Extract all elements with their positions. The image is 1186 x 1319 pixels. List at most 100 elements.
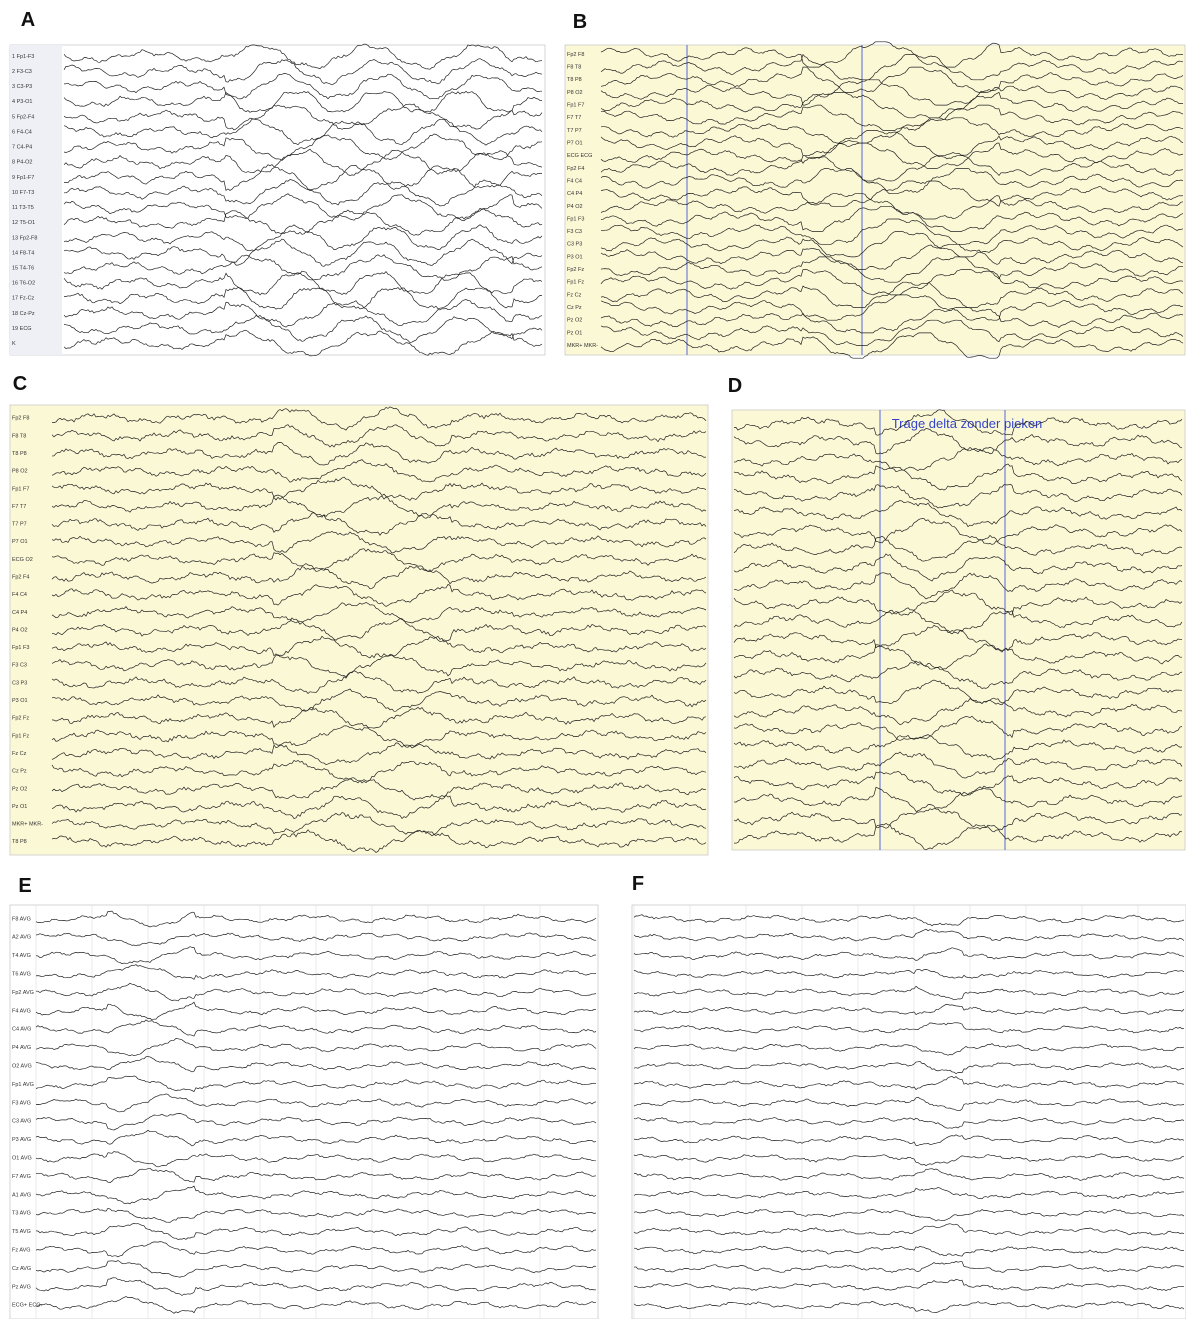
- channel-label: Fp2 F4: [567, 166, 584, 172]
- channel-label: C3 P3: [12, 680, 27, 686]
- channel-label: Fp2 F4: [12, 575, 29, 581]
- channel-label: P4 O2: [12, 627, 28, 633]
- channel-label: P7 O1: [12, 539, 28, 545]
- channel-label: 1 Fp1-F3: [12, 54, 34, 60]
- channel-label: F4 C4: [12, 592, 27, 598]
- channel-label: A2 AVG: [12, 935, 31, 941]
- figure: A1 Fp1-F32 F3-C33 C3-P34 P3-O15 Fp2-F46 …: [0, 0, 1186, 1319]
- channel-label: F3 AVG: [12, 1100, 31, 1106]
- channel-label: MKR+ MKR-: [567, 343, 598, 349]
- panel-label: E: [18, 875, 31, 897]
- channel-label: 17 Fz-Cz: [12, 296, 35, 302]
- channel-label: F7 T7: [567, 115, 581, 121]
- channel-label: Pz O2: [567, 318, 582, 324]
- channel-label: Fp1 F3: [12, 645, 29, 651]
- panel-label: D: [728, 375, 742, 397]
- channel-label: MKR+ MKR-: [12, 822, 43, 828]
- channel-label: A1 AVG: [12, 1192, 31, 1198]
- channel-label: Cz Pz: [567, 305, 582, 311]
- channel-label: T7 P7: [567, 128, 582, 134]
- channel-label: F8 T8: [12, 433, 26, 439]
- channel-label: Fp1 F7: [12, 486, 29, 492]
- channel-label: F8 T8: [567, 65, 581, 71]
- channel-label: F7 T7: [12, 504, 26, 510]
- channel-label: F7 AVG: [12, 1174, 31, 1180]
- channel-label: 19 ECG: [12, 326, 32, 332]
- channel-column: [10, 45, 62, 355]
- panel-label: A: [21, 9, 35, 31]
- channel-label: 6 F4-C4: [12, 129, 32, 135]
- channel-label: Fp1 Fz: [567, 280, 584, 286]
- channel-label: Fp2 Fz: [12, 716, 29, 722]
- channel-label: Fp1 F7: [567, 103, 584, 109]
- channel-label: 11 T3-T5: [12, 205, 34, 211]
- channel-label: O1 AVG: [12, 1155, 32, 1161]
- channel-label: T4 AVG: [12, 953, 31, 959]
- channel-label: ECG ECG: [567, 153, 592, 159]
- channel-label: P3 O1: [12, 698, 28, 704]
- channel-label: Pz O1: [567, 330, 582, 336]
- channel-label: P4 O2: [567, 204, 583, 210]
- channel-label: P7 O1: [567, 141, 583, 147]
- channel-label: 13 Fp2-F8: [12, 235, 37, 241]
- channel-label: P8 O2: [567, 90, 583, 96]
- channel-label: 8 P4-O2: [12, 160, 32, 166]
- channel-label: 15 T4-T6: [12, 266, 34, 272]
- panel: F: [632, 873, 1186, 1319]
- channel-label: Fp1 Fz: [12, 733, 29, 739]
- panel: B Fp2 F8 F8 T8 T8 P8 P8 O2 Fp1 F7 F7 T7 T7 P7 P7…: [565, 11, 1185, 358]
- channel-label: F3 C3: [567, 229, 582, 235]
- panel: D Trage delta zonder pieken: [728, 375, 1185, 850]
- channel-label: C4 AVG: [12, 1027, 31, 1033]
- channel-label: Pz AVG: [12, 1284, 31, 1290]
- channel-label: 12 T5-O1: [12, 220, 35, 226]
- channel-label: 4 P3-O1: [12, 99, 32, 105]
- channel-label: T8 P8: [12, 839, 27, 845]
- panel: C Fp2 F8 F8 T8 T8 P8 P8 O2 Fp1 F7 F7 T7 T7 P7 P7…: [10, 373, 708, 855]
- channel-label: C4 P4: [567, 191, 582, 197]
- channel-label: F4 AVG: [12, 1008, 31, 1014]
- channel-label: T5 AVG: [12, 1229, 31, 1235]
- channel-label: Fp2 F8: [12, 416, 29, 422]
- channel-label: 16 T6-O2: [12, 281, 35, 287]
- channel-label: Pz O1: [12, 804, 27, 810]
- channel-label: T8 P8: [12, 451, 27, 457]
- channel-label: Pz O2: [12, 786, 27, 792]
- channel-label: Cz AVG: [12, 1266, 31, 1272]
- channel-label: 7 C4-P4: [12, 145, 32, 151]
- channel-label: P3 O1: [567, 254, 583, 260]
- eeg-background: [10, 905, 598, 1319]
- channel-label: 5 Fp2-F4: [12, 114, 34, 120]
- channel-label: Cz Pz: [12, 769, 27, 775]
- channel-label: Fp2 Fz: [567, 267, 584, 273]
- channel-label: ECG O2: [12, 557, 33, 563]
- channel-label: F8 AVG: [12, 916, 31, 922]
- channel-label: F3 C3: [12, 663, 27, 669]
- panel: EF8 AVGA2 AVGT4 AVGT6 AVGFp2 AVGF4 AVGC4…: [10, 875, 598, 1319]
- channel-label: ECG+ ECG-: [12, 1303, 43, 1309]
- channel-label: C4 P4: [12, 610, 27, 616]
- channel-label: 10 F7-T3: [12, 190, 34, 196]
- channel-label: T3 AVG: [12, 1211, 31, 1217]
- channel-label: C3 AVG: [12, 1119, 31, 1125]
- channel-label: 14 F8-T4: [12, 250, 34, 256]
- channel-label: 9 Fp1-F7: [12, 175, 34, 181]
- channel-label: Fz Cz: [12, 751, 27, 757]
- annotation: Trage delta zonder pieken: [892, 416, 1043, 431]
- channel-label: T8 P8: [567, 77, 582, 83]
- eeg-background: [632, 905, 1186, 1319]
- channel-label: T6 AVG: [12, 971, 31, 977]
- channel-label: Fp2 F8: [567, 52, 584, 58]
- channel-label: Fz AVG: [12, 1247, 31, 1253]
- channel-label: P4 AVG: [12, 1045, 31, 1051]
- panel-label: B: [573, 11, 587, 33]
- channel-label: T7 P7: [12, 522, 27, 528]
- panel-label: F: [632, 873, 644, 895]
- channel-label: Fp1 AVG: [12, 1082, 34, 1088]
- channel-label: P8 O2: [12, 469, 28, 475]
- channel-label: C3 P3: [567, 242, 582, 248]
- panel: A1 Fp1-F32 F3-C33 C3-P34 P3-O15 Fp2-F46 …: [10, 9, 545, 356]
- channel-label: Fz Cz: [567, 292, 582, 298]
- panel-label: C: [13, 373, 27, 395]
- channel-label: O2 AVG: [12, 1063, 32, 1069]
